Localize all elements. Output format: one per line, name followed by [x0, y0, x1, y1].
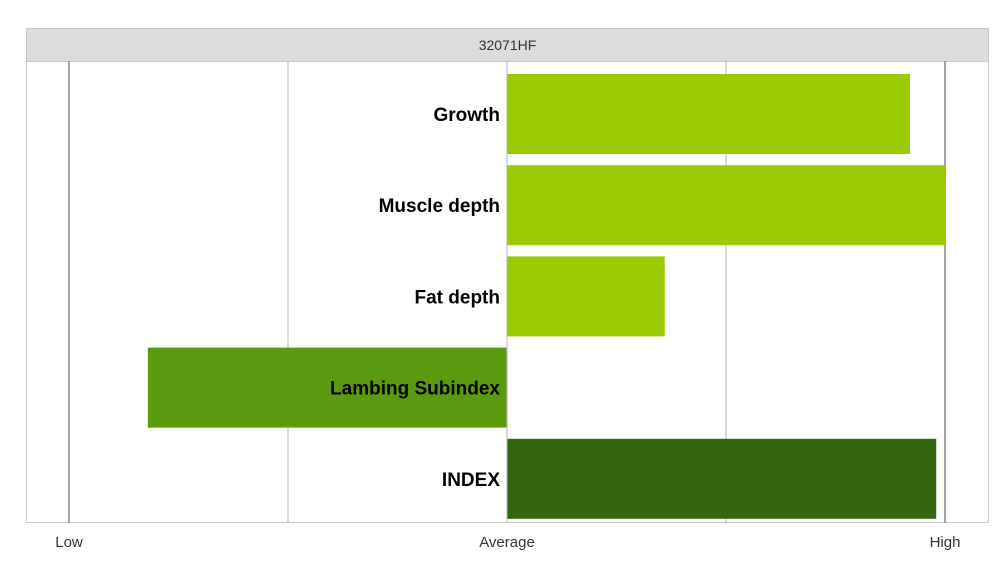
bar-category-label: Muscle depth: [379, 196, 500, 217]
x-tick-label: High: [930, 534, 961, 551]
bar: [147, 347, 507, 428]
chart-title: 32071HF: [27, 29, 988, 62]
bar-category-label: Fat depth: [415, 287, 501, 308]
bar: [507, 74, 910, 154]
bar: [507, 438, 937, 519]
bar: [507, 165, 945, 246]
x-tick-label: Low: [55, 534, 83, 551]
bar-category-label: Growth: [434, 105, 501, 126]
x-tick-label: Average: [479, 534, 535, 551]
bar: [507, 256, 665, 337]
bar-category-label: INDEX: [442, 470, 500, 491]
bar-category-label: Lambing Subindex: [330, 379, 500, 400]
